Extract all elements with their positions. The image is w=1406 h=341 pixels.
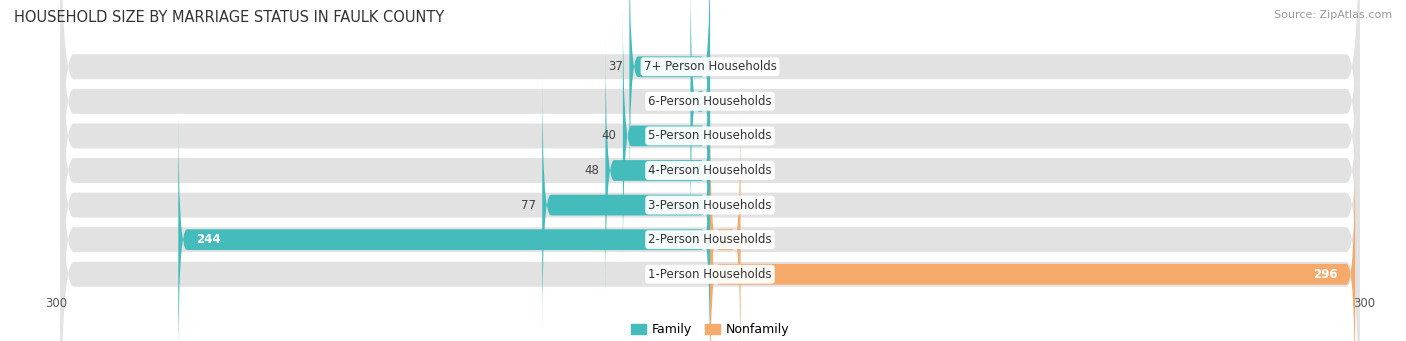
- FancyBboxPatch shape: [60, 79, 1360, 341]
- Text: 4-Person Households: 4-Person Households: [648, 164, 772, 177]
- Text: 9: 9: [676, 95, 683, 108]
- Text: 77: 77: [520, 198, 536, 211]
- Text: Source: ZipAtlas.com: Source: ZipAtlas.com: [1274, 10, 1392, 20]
- Text: 244: 244: [195, 233, 221, 246]
- FancyBboxPatch shape: [710, 112, 741, 341]
- Text: 1-Person Households: 1-Person Households: [648, 268, 772, 281]
- Text: 48: 48: [583, 164, 599, 177]
- FancyBboxPatch shape: [630, 0, 710, 195]
- FancyBboxPatch shape: [60, 0, 1360, 331]
- FancyBboxPatch shape: [179, 112, 710, 341]
- Text: 7+ Person Households: 7+ Person Households: [644, 60, 776, 73]
- FancyBboxPatch shape: [60, 0, 1360, 296]
- Text: 296: 296: [1313, 268, 1337, 281]
- Text: 6-Person Households: 6-Person Households: [648, 95, 772, 108]
- FancyBboxPatch shape: [606, 43, 710, 298]
- Text: 14: 14: [747, 233, 762, 246]
- Text: 37: 37: [607, 60, 623, 73]
- FancyBboxPatch shape: [60, 0, 1360, 262]
- Text: HOUSEHOLD SIZE BY MARRIAGE STATUS IN FAULK COUNTY: HOUSEHOLD SIZE BY MARRIAGE STATUS IN FAU…: [14, 10, 444, 25]
- FancyBboxPatch shape: [690, 0, 710, 229]
- FancyBboxPatch shape: [60, 10, 1360, 341]
- FancyBboxPatch shape: [623, 8, 710, 264]
- FancyBboxPatch shape: [543, 77, 710, 333]
- FancyBboxPatch shape: [60, 0, 1360, 341]
- Text: 40: 40: [602, 130, 616, 143]
- FancyBboxPatch shape: [710, 146, 1355, 341]
- Legend: Family, Nonfamily: Family, Nonfamily: [626, 318, 794, 341]
- Text: 2-Person Households: 2-Person Households: [648, 233, 772, 246]
- FancyBboxPatch shape: [60, 45, 1360, 341]
- Text: 5-Person Households: 5-Person Households: [648, 130, 772, 143]
- Text: 3-Person Households: 3-Person Households: [648, 198, 772, 211]
